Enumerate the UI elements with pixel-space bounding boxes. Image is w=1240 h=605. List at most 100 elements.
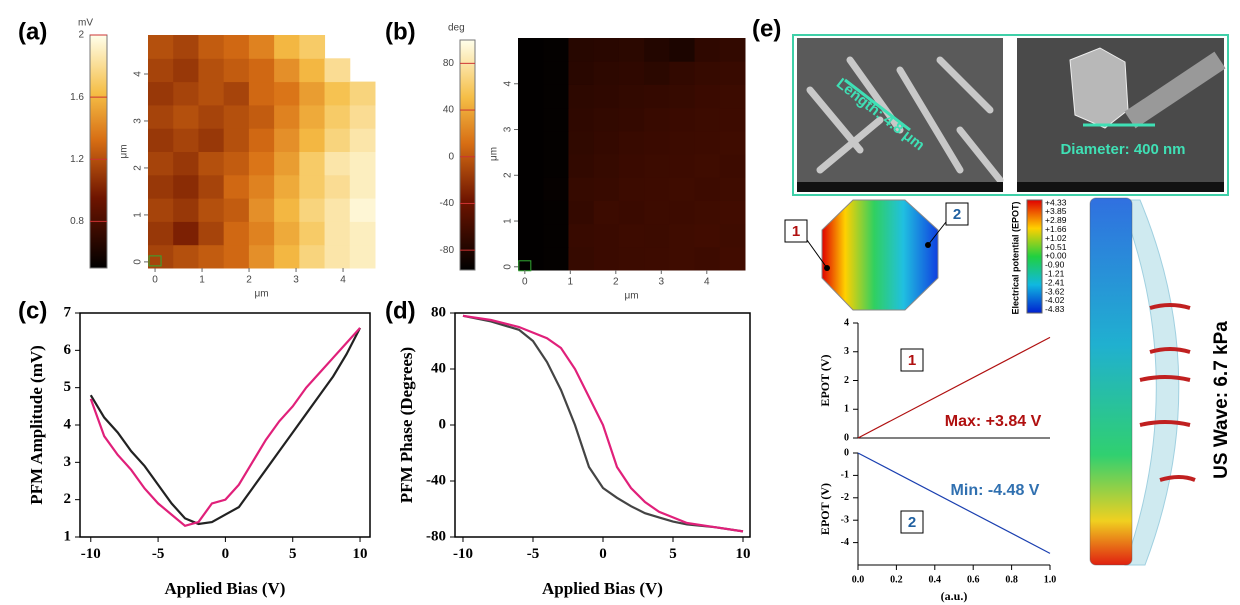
heatmap-cell	[148, 151, 174, 176]
heatmap-cell	[694, 38, 721, 62]
marker-box	[900, 510, 924, 534]
heatmap-cell	[593, 84, 620, 109]
marker: 1	[792, 223, 800, 240]
heatmap-cell	[694, 84, 721, 109]
heatmap-cell	[618, 223, 645, 248]
heatmap-cell	[173, 128, 199, 152]
marker-box	[784, 219, 808, 243]
heatmap-cell	[543, 84, 569, 109]
heatmap-cell	[568, 130, 595, 155]
heatmap-cell	[719, 223, 746, 248]
data-line	[462, 314, 744, 533]
x-tick-label: 1	[568, 277, 574, 288]
heatmap-cell	[644, 38, 670, 62]
y-tick-label: 40	[431, 360, 446, 376]
y-tick-label: 0	[503, 264, 514, 270]
heatmap-cell	[694, 246, 721, 271]
heatmap-cell	[518, 61, 544, 85]
x-tick-label: 2	[613, 277, 619, 288]
heatmap-cell	[669, 200, 696, 225]
heatmap-cell	[669, 223, 696, 248]
x-tick-label: 0	[522, 277, 528, 288]
heatmap-cell	[299, 174, 326, 199]
x-axis-title: Applied Bias (V)	[542, 579, 663, 598]
heatmap-cell	[593, 61, 620, 85]
heatmap-cell	[274, 174, 300, 199]
heatmap-cell	[148, 221, 174, 246]
heatmap-cell	[543, 107, 569, 132]
heatmap-cell	[618, 84, 645, 109]
heatmap-cell	[324, 221, 351, 246]
y-tick-label: -3	[841, 514, 849, 525]
colorbar-label: deg	[448, 23, 465, 34]
y-tick-label: 1	[844, 404, 849, 415]
x-tick-label: 4	[704, 277, 710, 288]
heatmap-cell	[669, 61, 696, 85]
heatmap-cell	[148, 128, 174, 152]
heatmap-cell	[248, 128, 275, 152]
heatmap-cell	[518, 84, 544, 109]
length-bar	[844, 78, 911, 132]
heatmap-cell	[198, 35, 225, 59]
x-tick-label: 0.4	[929, 574, 942, 585]
heatmap-cell	[618, 177, 645, 201]
y-axis-title: μm	[489, 147, 500, 161]
heatmap-cell	[299, 151, 326, 176]
y-tick-label: 3	[844, 346, 849, 357]
colorbar-tick-label: 1.6	[70, 92, 84, 103]
heatmap-cell	[644, 177, 670, 201]
heatmap-cell	[248, 151, 275, 176]
y-tick-label: 3	[64, 454, 72, 470]
heatmap-cell	[148, 174, 174, 199]
heatmap-cell	[543, 246, 569, 271]
heatmap-cell	[543, 200, 569, 225]
epot-label: -4.02	[1045, 295, 1065, 305]
y-axis-title: μm	[119, 144, 130, 158]
epot-labels: +4.33+3.85+2.89+1.66+1.02+0.51+0.00-0.90…	[1045, 197, 1067, 314]
heatmap-cell	[148, 104, 174, 129]
epot-label: -4.83	[1045, 304, 1065, 314]
heatmap-cell	[324, 174, 351, 199]
heatmap-cell	[248, 244, 275, 269]
epot-label: +0.00	[1045, 251, 1067, 261]
heatmap-cell	[719, 61, 746, 85]
cylinder-outline	[1089, 197, 1133, 566]
data-line	[857, 452, 1051, 554]
sem-footer	[797, 182, 1003, 192]
x-tick-label: 0.2	[890, 574, 903, 585]
heatmap-cell	[248, 104, 275, 129]
heatmap-cell	[274, 221, 300, 246]
heatmap-cell	[274, 104, 300, 129]
x-tick-label: -10	[453, 546, 473, 562]
heatmap-cell	[173, 35, 199, 59]
heatmap-cell	[274, 58, 300, 83]
heatmap-cell	[593, 38, 620, 62]
colorbar-tick-label: 1.2	[70, 154, 84, 165]
leader	[927, 221, 947, 246]
heatmap-cell	[223, 151, 250, 176]
heatmap-cell	[173, 244, 199, 269]
heatmap-cell	[669, 154, 696, 178]
heatmap-cell	[568, 154, 595, 178]
epot-label: +3.85	[1045, 206, 1067, 216]
epot-label: -1.21	[1045, 268, 1065, 278]
heatmap-cell	[148, 81, 174, 106]
heatmap-cell	[644, 130, 670, 155]
epot-label: +1.66	[1045, 224, 1067, 234]
heatmap-cell	[719, 130, 746, 155]
annotation: Min: -4.48 V	[951, 482, 1040, 499]
y-tick-label: 1	[133, 212, 144, 218]
heatmap-cell	[568, 61, 595, 85]
heatmap-cell	[198, 151, 225, 176]
heatmap-cell	[568, 177, 595, 201]
heatmap-cell	[518, 38, 544, 62]
epot-label: +2.89	[1045, 215, 1067, 225]
heatmap-cell	[543, 38, 569, 62]
heatmap-cell	[299, 58, 326, 83]
x-tick-label: 0	[599, 546, 607, 562]
plot-frame	[79, 312, 371, 538]
heatmap-cell	[223, 35, 250, 59]
heatmap-cell	[299, 81, 326, 106]
heatmap-cell	[349, 174, 376, 199]
